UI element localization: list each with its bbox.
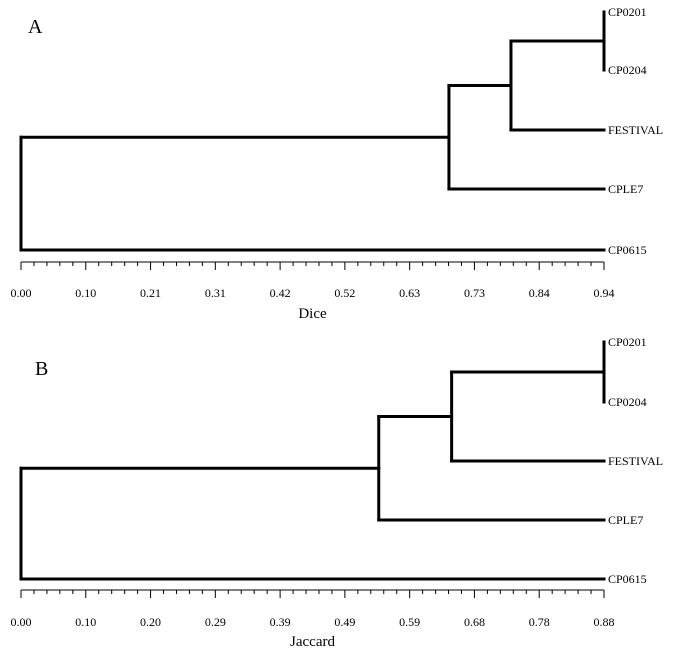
x-tick-label: 0.68 — [464, 615, 485, 629]
x-tick-label: 0.39 — [270, 615, 291, 629]
panel-label: B — [35, 358, 48, 380]
leaf-label: CP0615 — [608, 243, 647, 257]
x-tick-label: 0.78 — [529, 615, 550, 629]
dendrogram-panel-a: A CP0201 CP0204 FESTIVAL CPLE7 CP0615 0.00 0.10… — [11, 5, 664, 322]
x-tick-label: 0.49 — [334, 615, 355, 629]
x-tick-label: 0.10 — [75, 615, 96, 629]
dendrogram-panel-b: B CP0201 CP0204 FESTIVAL CPLE7 CP0615 0.00 0.10… — [11, 335, 664, 650]
leaf-label: CPLE7 — [608, 513, 643, 527]
x-tick-label: 0.59 — [399, 615, 420, 629]
x-tick-label: 0.42 — [270, 286, 291, 300]
panel-label: A — [28, 16, 43, 38]
leaf-label: CP0204 — [608, 395, 647, 409]
x-tick-label: 0.29 — [205, 615, 226, 629]
x-tick-label: 0.00 — [11, 286, 32, 300]
x-tick-label: 0.00 — [11, 615, 32, 629]
x-tick-label: 0.31 — [205, 286, 226, 300]
x-tick-label: 0.10 — [75, 286, 96, 300]
x-tick-label: 0.63 — [399, 286, 420, 300]
leaf-label: CP0204 — [608, 63, 647, 77]
x-axis-title: Jaccard — [290, 634, 335, 650]
x-tick-label: 0.84 — [529, 286, 550, 300]
leaf-label: CPLE7 — [608, 182, 643, 196]
leaf-label: CP0615 — [608, 572, 647, 586]
leaf-label: FESTIVAL — [608, 454, 663, 468]
leaf-label: FESTIVAL — [608, 123, 663, 137]
x-tick-label: 0.20 — [140, 615, 161, 629]
x-tick-label: 0.94 — [594, 286, 615, 300]
x-tick-label: 0.21 — [140, 286, 161, 300]
x-tick-label: 0.52 — [334, 286, 355, 300]
x-axis-title: Dice — [298, 306, 327, 322]
x-tick-label: 0.73 — [464, 286, 485, 300]
leaf-label: CP0201 — [608, 335, 647, 349]
x-tick-label: 0.88 — [594, 615, 615, 629]
leaf-label: CP0201 — [608, 5, 647, 19]
